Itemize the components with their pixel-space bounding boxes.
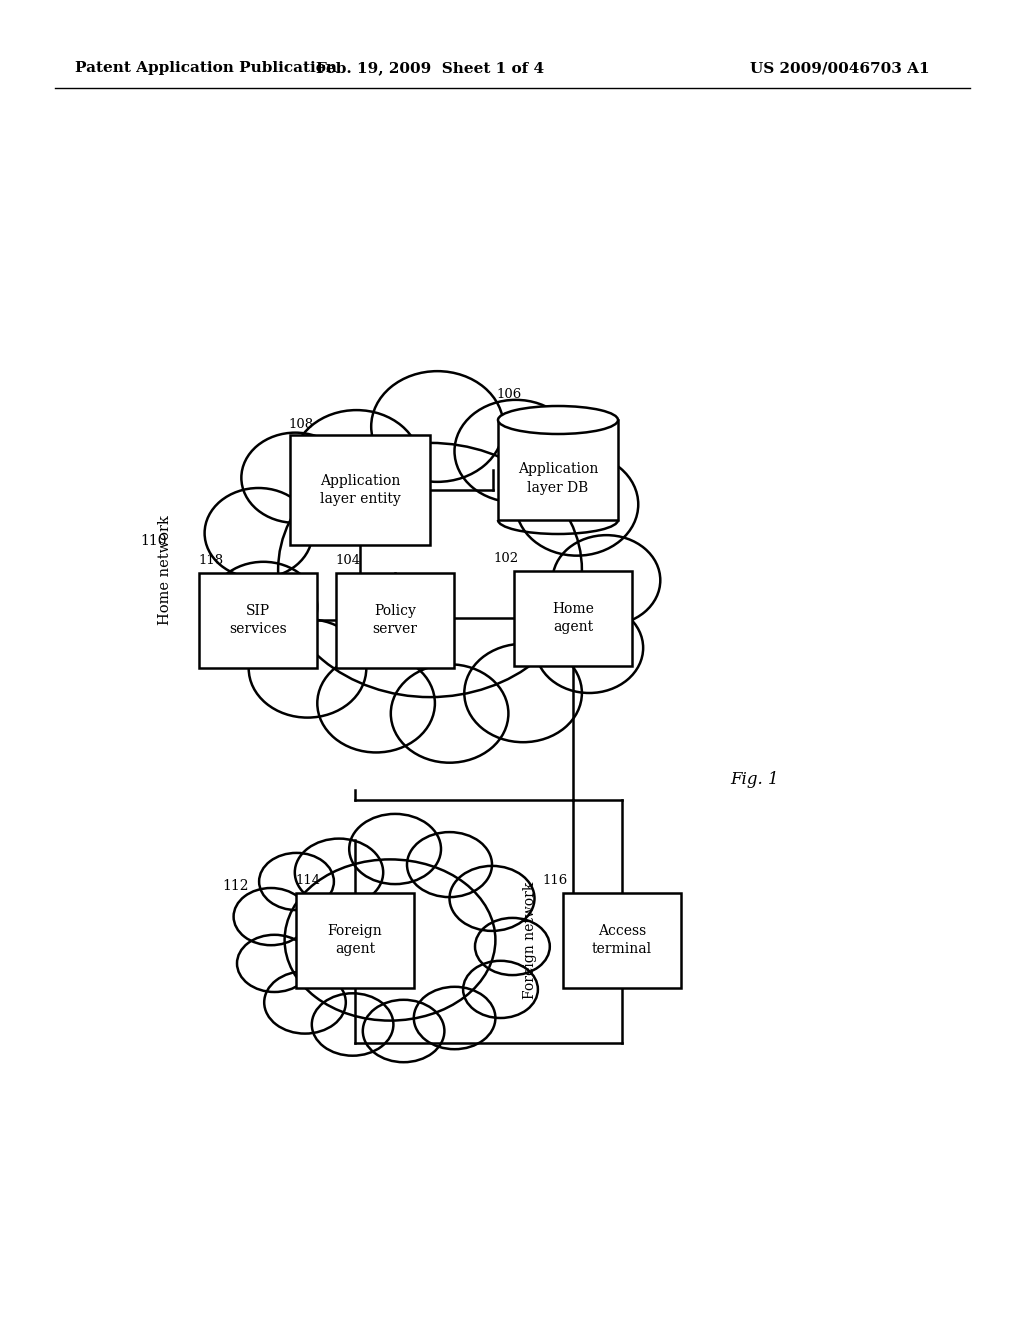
Text: Access
terminal: Access terminal xyxy=(592,924,652,956)
Text: 110: 110 xyxy=(140,535,167,548)
Text: 104: 104 xyxy=(335,554,360,568)
Ellipse shape xyxy=(233,888,308,945)
Ellipse shape xyxy=(285,859,496,1020)
Ellipse shape xyxy=(414,987,496,1049)
Ellipse shape xyxy=(407,832,492,898)
Text: 112: 112 xyxy=(222,879,249,894)
Ellipse shape xyxy=(205,488,312,578)
FancyBboxPatch shape xyxy=(296,892,414,987)
Ellipse shape xyxy=(475,917,550,975)
Ellipse shape xyxy=(498,407,618,434)
Text: Home network: Home network xyxy=(158,515,172,624)
Text: SIP
services: SIP services xyxy=(229,603,287,636)
Text: 108: 108 xyxy=(288,418,313,432)
Ellipse shape xyxy=(516,453,638,556)
Text: 116: 116 xyxy=(542,874,567,887)
Ellipse shape xyxy=(210,562,317,652)
Ellipse shape xyxy=(293,411,420,516)
FancyBboxPatch shape xyxy=(563,892,681,987)
Text: Policy
server: Policy server xyxy=(373,603,418,636)
Ellipse shape xyxy=(279,444,582,697)
Ellipse shape xyxy=(391,664,508,763)
Text: 114: 114 xyxy=(295,874,321,887)
Text: Feb. 19, 2009  Sheet 1 of 4: Feb. 19, 2009 Sheet 1 of 4 xyxy=(316,61,544,75)
Ellipse shape xyxy=(237,935,311,993)
FancyBboxPatch shape xyxy=(290,436,430,545)
FancyBboxPatch shape xyxy=(199,573,317,668)
Text: Application
layer entity: Application layer entity xyxy=(319,474,400,506)
Text: 102: 102 xyxy=(493,552,518,565)
Text: Foreign network: Foreign network xyxy=(523,882,537,999)
Ellipse shape xyxy=(362,999,444,1063)
Ellipse shape xyxy=(463,961,538,1018)
Text: 106: 106 xyxy=(496,388,521,401)
Text: US 2009/0046703 A1: US 2009/0046703 A1 xyxy=(750,61,930,75)
Text: Home
agent: Home agent xyxy=(552,602,594,634)
Text: Application
layer DB: Application layer DB xyxy=(518,462,598,495)
Text: Foreign
agent: Foreign agent xyxy=(328,924,382,956)
FancyBboxPatch shape xyxy=(498,420,618,520)
Ellipse shape xyxy=(464,644,582,742)
Ellipse shape xyxy=(450,866,535,931)
Text: 118: 118 xyxy=(198,554,223,568)
Ellipse shape xyxy=(455,400,577,503)
Ellipse shape xyxy=(295,838,383,907)
Ellipse shape xyxy=(553,535,660,626)
FancyBboxPatch shape xyxy=(514,570,632,665)
Ellipse shape xyxy=(349,814,441,884)
FancyBboxPatch shape xyxy=(336,573,454,668)
Ellipse shape xyxy=(536,603,643,693)
Text: Fig. 1: Fig. 1 xyxy=(730,771,778,788)
Ellipse shape xyxy=(311,993,393,1056)
Text: Patent Application Publication: Patent Application Publication xyxy=(75,61,337,75)
Ellipse shape xyxy=(317,653,435,752)
Ellipse shape xyxy=(242,433,349,523)
Ellipse shape xyxy=(372,371,504,482)
Ellipse shape xyxy=(259,853,334,909)
Ellipse shape xyxy=(264,972,346,1034)
Ellipse shape xyxy=(249,619,367,718)
